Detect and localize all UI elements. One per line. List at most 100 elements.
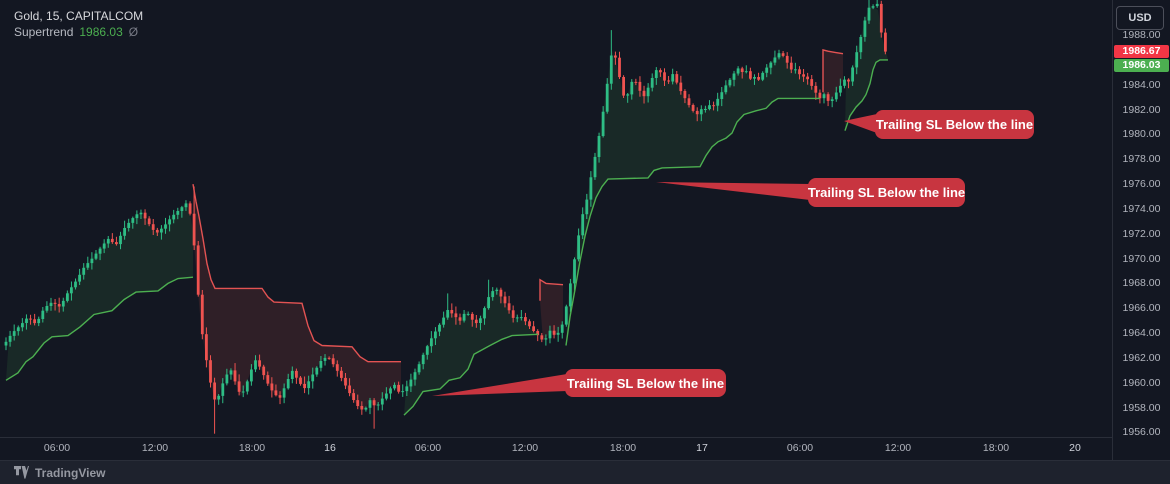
supertrend-line-up[interactable] [403,333,539,416]
candle-body [45,306,49,311]
indicator-value: 1986.03 [79,25,123,39]
supertrend-line-down[interactable] [192,183,401,363]
candle-body [119,235,122,245]
candle-body [822,94,826,99]
candle-body [123,228,126,236]
candle-body [470,313,474,320]
price-tick-label: 1988.00 [1122,29,1161,42]
candle-body [401,391,405,393]
candle-body [70,287,73,294]
trailing-sl-callout-2[interactable]: Trailing SL Below the line [808,178,965,207]
candle-body [564,306,568,325]
supertrend-line-up[interactable] [565,97,820,346]
candle-body [413,372,417,380]
candle-body [33,319,36,324]
currency-toggle-button[interactable]: USD [1116,6,1164,30]
candle-body [266,375,270,384]
indicator-name: Supertrend [14,25,74,39]
trailing-sl-callout-3[interactable]: Trailing SL Below the line [875,110,1034,139]
candle-body [205,334,208,361]
candle-body [552,330,556,335]
legend-symbol-row[interactable]: Gold, 15, CAPITALCOM [14,8,143,24]
candle-body [225,374,229,384]
candle-body [356,400,360,406]
candle-body [507,303,511,311]
candle-body [417,364,421,373]
tradingview-logo[interactable]: TradingView [14,466,105,480]
indicator-source-icon[interactable]: Ø [128,25,139,39]
candle-body [200,294,204,335]
candle-body [503,296,507,304]
candle-body [839,85,842,93]
candle-body [196,245,200,295]
candle-body [66,293,69,301]
candle-body [462,313,466,321]
candle-body [245,381,249,392]
price-axis[interactable]: 1988.00 1984.00 1982.00 1980.00 1978.00 1976.… [1113,0,1170,460]
candle-body [29,318,32,320]
candle-body [425,346,429,355]
candle-body [168,219,171,225]
candle-body [884,32,887,52]
candle-body [728,79,732,86]
supertrend-line-down[interactable] [822,48,844,93]
candle-body [736,68,740,74]
price-tick-label: 1968.00 [1122,277,1161,290]
candle-body [4,341,8,346]
supertrend-line-up[interactable] [5,276,194,381]
candle-body [192,213,196,246]
candle-body [311,374,315,382]
candle-body [589,177,593,200]
candle-body [327,357,331,359]
price-tick-label: 1972.00 [1122,227,1161,240]
tradingview-logo-icon [14,466,29,479]
supertrend-line-down[interactable] [539,278,564,301]
candle-body [372,400,376,406]
candle-body [446,310,450,318]
candle-body [135,214,139,219]
candle-body [147,218,151,225]
candle-body [773,57,777,63]
time-axis[interactable]: 06:00 12:00 18:00 16 06:00 12:00 18:00 17 06:00 1… [0,438,1113,460]
candle-body [810,79,814,86]
price-chart-canvas[interactable] [0,0,1113,460]
candle-body [78,274,81,282]
candle-body [61,300,65,307]
candle-body [348,385,351,394]
legend-indicator-row[interactable]: Supertrend 1986.03 Ø [14,24,143,40]
candle-body [131,218,135,223]
time-axis-separator [0,437,1170,438]
candle-body [106,238,110,244]
price-tick-label: 1956.00 [1122,426,1161,439]
candle-body [867,7,871,21]
supertrend-fill-up [404,290,538,416]
candle-body [315,367,319,375]
candle-body [454,313,458,318]
candle-body [389,388,392,394]
candle-body [753,77,756,79]
candle-body [769,62,773,68]
candle-body [650,78,654,88]
candle-body [569,283,572,307]
candle-body [466,313,470,315]
time-tick-label: 18:00 [609,442,637,454]
candle-body [307,381,311,389]
candle-body [761,72,765,80]
candle-body [679,82,683,92]
candle-body [605,83,609,112]
candle-body [160,228,163,233]
candle-body [25,318,28,323]
candle-body [830,99,834,101]
callout-arrow-2 [656,182,810,200]
candle-body [479,318,482,323]
candle-body [299,377,302,384]
candle-body [430,338,433,347]
candle-body [879,3,883,33]
trailing-sl-callout-1[interactable]: Trailing SL Below the line [565,369,726,397]
supertrend-fill-down [540,279,563,341]
candle-body [12,331,16,336]
candle-body [663,72,666,81]
supertrend-line-up[interactable] [844,59,888,131]
candle-body [818,92,822,99]
candle-body [241,391,245,393]
